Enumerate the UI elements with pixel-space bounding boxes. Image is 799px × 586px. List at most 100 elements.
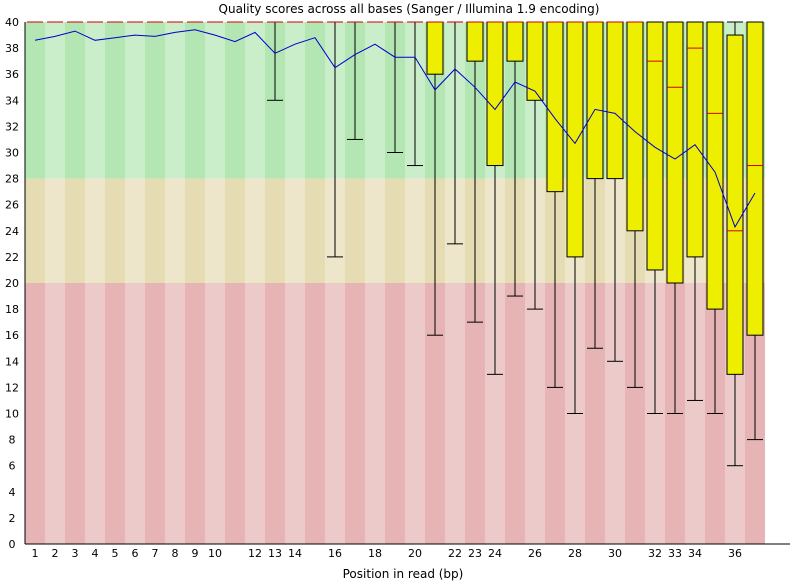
y-tick-label: 16 (5, 329, 19, 342)
interquartile-box (506, 21, 524, 62)
box-plot-30 (606, 21, 624, 362)
column-stripe-9 (205, 22, 225, 544)
x-tick-label: 20 (408, 547, 422, 560)
y-tick-label: 0 (9, 538, 16, 551)
column-stripe-19 (405, 22, 425, 544)
box-plot-24 (486, 21, 504, 375)
chart-title: Quality scores across all bases (Sanger … (219, 2, 600, 16)
box-plot-20 (407, 21, 423, 167)
box-plots (27, 21, 764, 467)
box-plot-19 (387, 21, 403, 153)
box-plot-28 (566, 21, 584, 414)
interquartile-box (726, 34, 744, 375)
x-tick-label: 22 (448, 547, 462, 560)
column-stripe-17 (365, 22, 385, 544)
x-tick-label: 9 (192, 547, 199, 560)
x-tick-label: 23 (468, 547, 482, 560)
axes (24, 22, 790, 545)
x-axis-label: Position in read (bp) (343, 567, 464, 581)
x-tick-label: 12 (248, 547, 262, 560)
column-stripe-21 (445, 22, 465, 544)
interquartile-box (426, 21, 444, 75)
column-stripe-13 (285, 22, 305, 544)
x-tick-label: 3 (72, 547, 79, 560)
box-plot-22 (447, 21, 463, 245)
x-tick-labels: 1 2 3 4 5 6 7 8 9 10 12 13 14 16 18 20 22 23 24 26 28 30 32 33 3… (32, 547, 743, 560)
x-tick-label: 30 (608, 547, 622, 560)
box-plot-21 (426, 21, 444, 336)
x-tick-label: 14 (288, 547, 302, 560)
y-tick-label: 34 (5, 94, 19, 107)
column-stripe-7 (165, 22, 185, 544)
interquartile-box (586, 21, 604, 180)
x-tick-label: 16 (328, 547, 342, 560)
x-tick-label: 33 (668, 547, 682, 560)
column-stripe-11 (245, 22, 265, 544)
y-tick-label: 24 (5, 225, 19, 238)
interquartile-box (486, 21, 504, 167)
interquartile-box (566, 21, 584, 258)
box-plot-31 (626, 21, 644, 388)
y-tick-label: 40 (5, 16, 19, 29)
y-tick-label: 18 (5, 303, 19, 316)
box-plot-36 (726, 21, 744, 467)
x-tick-label: 1 (32, 547, 39, 560)
box-plot-35 (706, 21, 724, 414)
y-tick-label: 36 (5, 68, 19, 81)
box-plot-32 (646, 21, 664, 414)
y-tick-label: 22 (5, 251, 19, 264)
interquartile-box (706, 21, 724, 310)
x-tick-label: 10 (208, 547, 222, 560)
y-tick-label: 30 (5, 147, 19, 160)
x-tick-label: 7 (152, 547, 159, 560)
x-tick-label: 6 (132, 547, 139, 560)
x-tick-label: 32 (648, 547, 662, 560)
y-tick-label: 6 (9, 460, 16, 473)
y-tick-label: 4 (9, 486, 16, 499)
box-plot-29 (586, 21, 604, 349)
box-plot-37 (746, 21, 764, 441)
interquartile-box (666, 21, 684, 284)
x-tick-label: 18 (368, 547, 382, 560)
column-stripe-15 (325, 22, 345, 544)
box-plot-33 (666, 21, 684, 414)
x-tick-label: 8 (172, 547, 179, 560)
box-plot-17 (347, 21, 363, 140)
box-plot-26 (526, 21, 544, 310)
x-tick-label: 24 (488, 547, 502, 560)
y-tick-label: 38 (5, 42, 19, 55)
mean-line (34, 29, 756, 229)
y-tick-label: 8 (9, 434, 16, 447)
box-plot-23 (466, 21, 484, 323)
box-plot-16 (327, 21, 343, 258)
y-tick-label: 10 (5, 408, 19, 421)
interquartile-box (606, 21, 624, 180)
interquartile-box (546, 21, 564, 193)
interquartile-box (646, 21, 664, 271)
x-tick-label: 13 (268, 547, 282, 560)
box-plot-13 (267, 21, 283, 101)
y-tick-label: 12 (5, 381, 19, 394)
y-tick-label: 28 (5, 173, 19, 186)
x-tick-label: 36 (728, 547, 742, 560)
interquartile-box (746, 21, 764, 336)
x-tick-label: 26 (528, 547, 542, 560)
y-tick-label: 2 (9, 512, 16, 525)
column-stripe-1 (45, 22, 65, 544)
column-stripe-5 (125, 22, 145, 544)
interquartile-box (686, 21, 704, 258)
y-tick-label: 26 (5, 199, 19, 212)
mean-line-group (34, 29, 756, 229)
box-plot-34 (686, 21, 704, 401)
x-tick-label: 34 (688, 547, 702, 560)
interquartile-box (466, 21, 484, 62)
box-plot-25 (506, 21, 524, 297)
x-tick-label: 28 (568, 547, 582, 560)
x-tick-label: 5 (112, 547, 119, 560)
y-tick-label: 32 (5, 120, 19, 133)
y-tick-label: 14 (5, 355, 19, 368)
y-tick-label: 20 (5, 277, 19, 290)
column-stripe-3 (85, 22, 105, 544)
